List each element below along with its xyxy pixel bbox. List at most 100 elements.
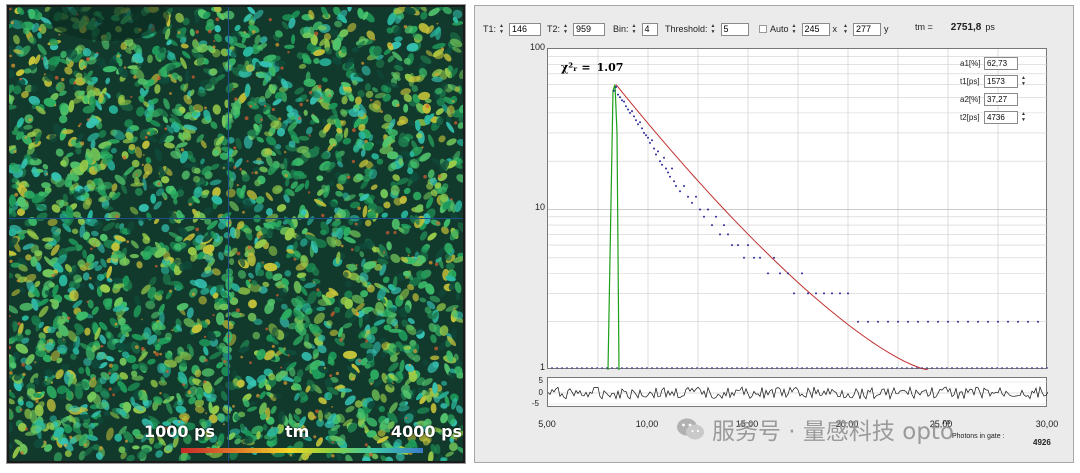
cell-blob	[46, 385, 57, 399]
cell-blob	[161, 224, 170, 233]
cell-blob	[217, 433, 225, 447]
crosshair-horizontal	[9, 218, 463, 219]
cell-blob	[37, 43, 47, 56]
a2-label: a2[%]	[960, 94, 981, 104]
cell-blob	[406, 43, 419, 52]
threshold-input[interactable]: 5	[720, 22, 749, 36]
cell-blob	[96, 273, 105, 281]
auto-checkbox[interactable]	[759, 25, 767, 33]
cell-blob	[178, 226, 189, 238]
t1ps-input[interactable]: 1573	[984, 74, 1018, 88]
cell-blob	[424, 306, 432, 314]
cell-blob	[391, 218, 400, 230]
baseline-point	[596, 367, 598, 369]
cell-blob	[292, 382, 302, 391]
cell-blob	[242, 197, 252, 209]
cell-blob	[436, 303, 446, 312]
cell-blob	[387, 129, 398, 137]
cell-blob	[141, 348, 147, 357]
decay-point	[615, 86, 617, 88]
cell-blob	[194, 278, 208, 289]
t2ps-spinner[interactable]: ▲ ▼	[1021, 111, 1026, 123]
cell-blob	[436, 115, 445, 126]
cell-blob	[155, 450, 163, 458]
cell-blob	[354, 245, 360, 253]
cell-blob	[316, 290, 322, 297]
threshold-spinner[interactable]: ▲ ▼	[710, 23, 716, 35]
cell-blob	[288, 140, 296, 148]
t2-input[interactable]: 959	[573, 22, 606, 36]
cell-blob	[62, 440, 74, 452]
hot-pixel	[332, 143, 336, 147]
t2-spinner[interactable]: ▲ ▼	[563, 23, 568, 35]
cell-blob	[273, 120, 282, 130]
chi-value: 1.07	[596, 61, 624, 74]
hot-pixel	[122, 155, 127, 160]
y-tick-10: 10	[534, 202, 545, 212]
cell-blob	[287, 322, 299, 330]
cell-blob	[38, 332, 46, 340]
y-input[interactable]: 277	[853, 22, 882, 36]
cell-blob	[414, 204, 424, 213]
cell-blob	[430, 189, 438, 197]
cell-blob	[49, 133, 57, 143]
cell-blob	[426, 435, 432, 444]
cell-blob	[142, 447, 150, 454]
t1-spinner[interactable]: ▲ ▼	[499, 23, 504, 35]
cell-blob	[242, 46, 254, 57]
cell-blob	[340, 120, 347, 127]
baseline-point	[781, 367, 783, 369]
bin-spinner[interactable]: ▲ ▼	[631, 23, 637, 35]
cell-blob	[65, 387, 73, 400]
cell-blob	[259, 391, 266, 400]
decay-point	[759, 256, 761, 259]
t1ps-spinner[interactable]: ▲ ▼	[1021, 75, 1026, 87]
cell-blob	[35, 105, 46, 115]
cell-blob	[438, 257, 444, 269]
cell-blob	[183, 94, 192, 105]
cell-blob	[392, 71, 401, 80]
cell-blob	[451, 397, 458, 410]
cell-blob	[119, 226, 127, 235]
t2ps-input[interactable]: 4736	[984, 110, 1018, 124]
a1-input[interactable]: 62,73	[984, 56, 1018, 70]
cell-blob	[441, 226, 449, 235]
cell-blob	[130, 370, 138, 377]
cell-blob	[174, 146, 182, 159]
cell-blob	[134, 187, 143, 196]
hot-pixel	[378, 298, 380, 301]
flim-lifetime-image[interactable]	[9, 7, 463, 461]
cell-blob	[11, 320, 17, 329]
cell-blob	[347, 22, 357, 33]
baseline-point	[931, 367, 933, 369]
hot-pixel	[141, 347, 145, 351]
cell-blob	[88, 96, 97, 108]
cell-blob	[247, 7, 256, 15]
cell-blob	[73, 282, 85, 290]
cell-blob	[457, 222, 463, 234]
cell-blob	[88, 283, 94, 290]
baseline-point	[616, 367, 618, 369]
x-input[interactable]: 245	[801, 22, 830, 36]
bin-input[interactable]: 4	[641, 22, 658, 36]
cell-blob	[167, 52, 176, 61]
cell-blob	[418, 67, 428, 78]
hot-pixel	[41, 57, 44, 60]
t1-input[interactable]: 146	[509, 22, 542, 36]
a2-input[interactable]: 37,27	[984, 92, 1018, 106]
x-spinner[interactable]: ▲ ▼	[791, 23, 797, 35]
flim-image-panel[interactable]: 1000 ps tm 4000 ps	[7, 5, 465, 463]
decay-plot-area[interactable]	[547, 48, 1048, 370]
cell-blob	[9, 398, 15, 405]
cell-blob	[217, 66, 224, 74]
baseline-point	[796, 367, 798, 369]
cell-blob	[220, 390, 228, 401]
baseline-point	[756, 367, 758, 369]
decay-point	[723, 224, 725, 227]
cell-blob	[248, 272, 254, 279]
cell-blob	[416, 270, 428, 280]
y-spinner[interactable]: ▲ ▼	[843, 23, 848, 35]
hot-pixel	[164, 198, 167, 201]
cell-blob	[9, 421, 14, 433]
cell-blob	[94, 57, 106, 66]
